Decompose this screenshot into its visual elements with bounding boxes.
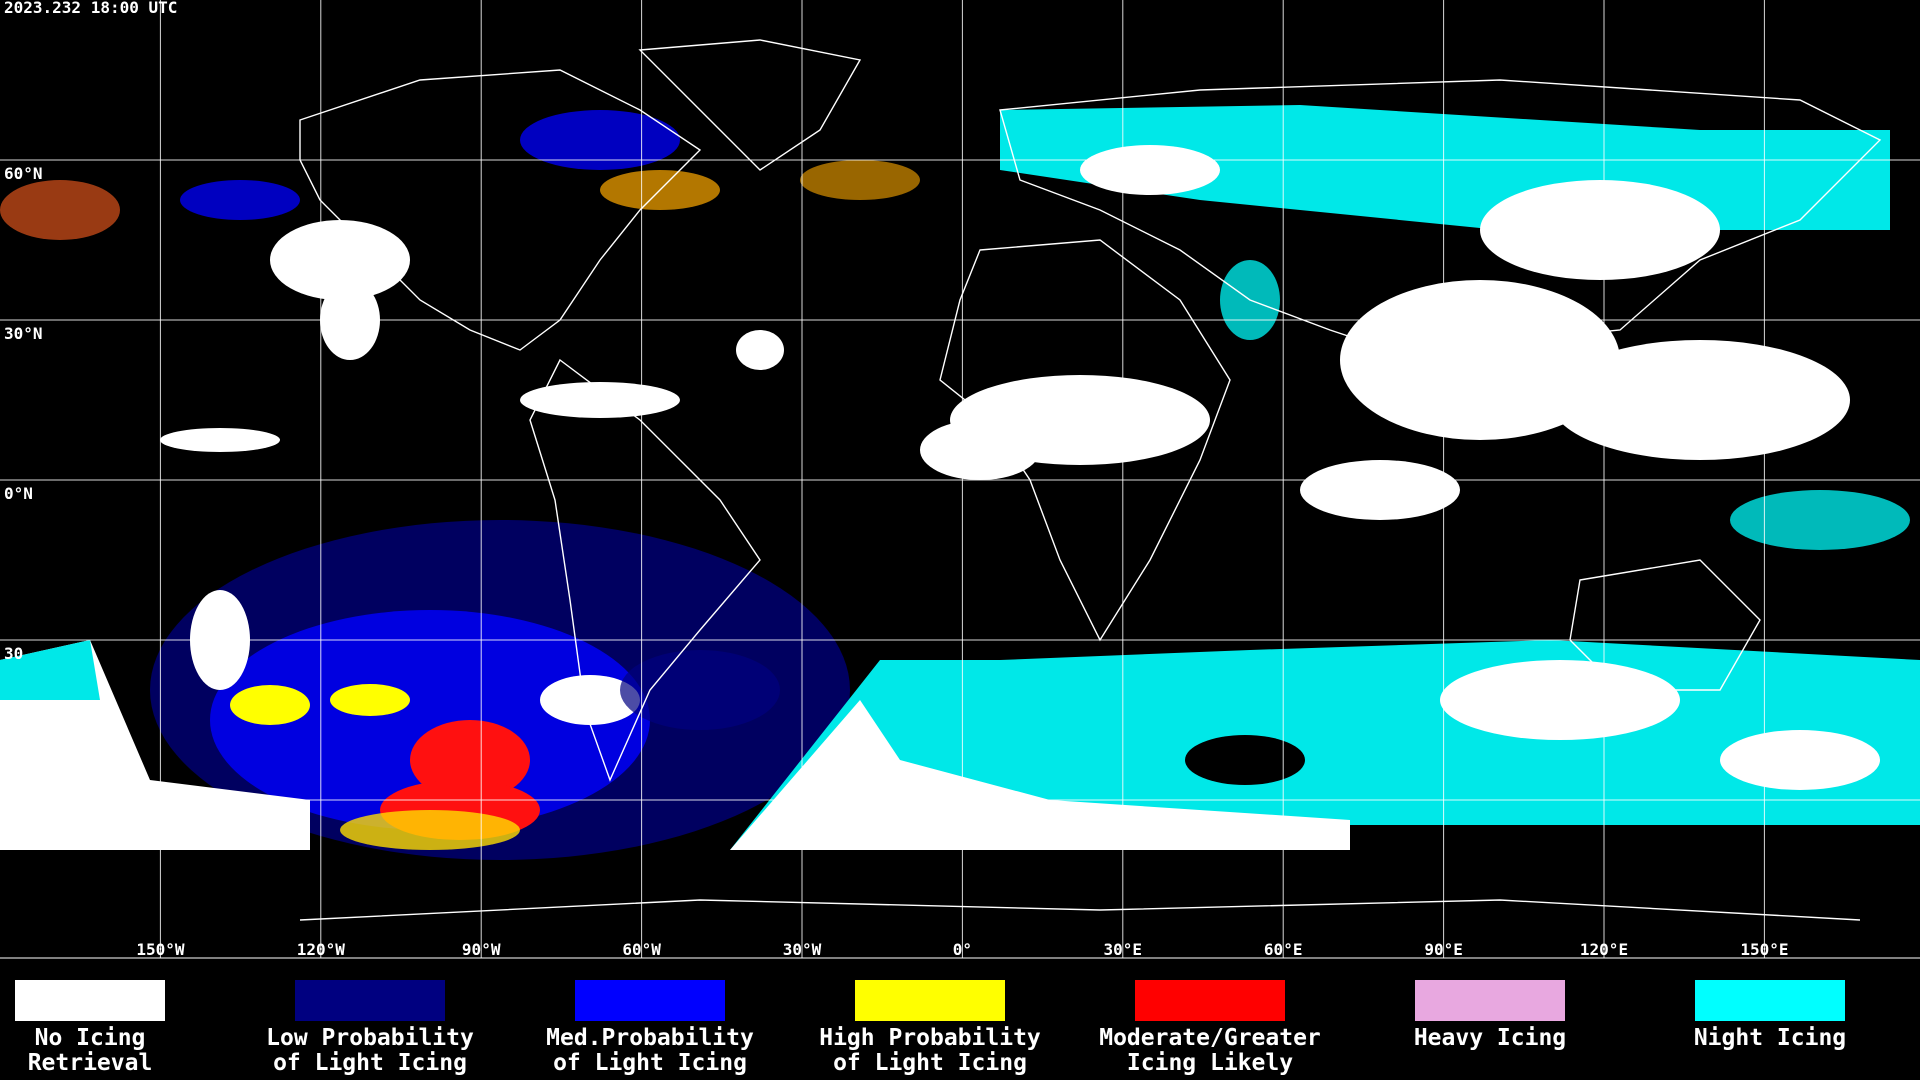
legend-label: Moderate/Greater xyxy=(1099,1025,1321,1051)
lon-label: 120°E xyxy=(1580,940,1628,959)
lon-label: 120°W xyxy=(297,940,346,959)
legend-label: Low Probability xyxy=(266,1025,474,1051)
legend-swatch xyxy=(1135,980,1285,1021)
map-area: 150°W 120°W 90°W 60°W 30°W 0° 30°E 60°E 90°E 120°… xyxy=(0,0,1920,959)
lon-label: 150°W xyxy=(136,940,185,959)
lat-label: 60°N xyxy=(4,164,43,183)
lon-label: 90°W xyxy=(462,940,501,959)
legend-label: Retrieval xyxy=(28,1050,153,1076)
legend-swatch xyxy=(295,980,445,1021)
lon-label: 0° xyxy=(953,940,972,959)
legend-label: of Light Icing xyxy=(553,1050,747,1076)
graticule: 150°W 120°W 90°W 60°W 30°W 0° 30°E 60°E 90°E 120°… xyxy=(0,0,1920,959)
lon-label: 30°E xyxy=(1104,940,1143,959)
legend-swatch xyxy=(1695,980,1845,1021)
legend-label: High Probability xyxy=(819,1025,1041,1051)
legend-label: Heavy Icing xyxy=(1414,1025,1566,1051)
lon-label: 150°E xyxy=(1740,940,1788,959)
legend-swatch xyxy=(1415,980,1565,1021)
imagery xyxy=(0,39,1920,921)
lon-label: 30°W xyxy=(783,940,822,959)
legend-label: Med.Probability xyxy=(546,1025,754,1051)
legend-swatch xyxy=(15,980,165,1021)
lon-label: 60°E xyxy=(1264,940,1303,959)
legend-label: No Icing xyxy=(35,1025,146,1051)
lat-label: 30°N xyxy=(4,324,43,343)
lon-label: 60°W xyxy=(622,940,661,959)
legend-swatch xyxy=(575,980,725,1021)
legend-label: Icing Likely xyxy=(1127,1050,1293,1076)
legend-swatch xyxy=(855,980,1005,1021)
legend-label: of Light Icing xyxy=(833,1050,1027,1076)
pacific-retrieval xyxy=(0,110,920,860)
lon-label: 90°E xyxy=(1424,940,1463,959)
legend-label: of Light Icing xyxy=(273,1050,467,1076)
lat-label: 30 xyxy=(4,644,23,663)
timestamp: 2023.232 18:00 UTC xyxy=(4,0,177,17)
east-retrieval xyxy=(0,105,1920,850)
legend-label: Night Icing xyxy=(1694,1025,1846,1051)
lat-label: 0°N xyxy=(4,484,33,503)
